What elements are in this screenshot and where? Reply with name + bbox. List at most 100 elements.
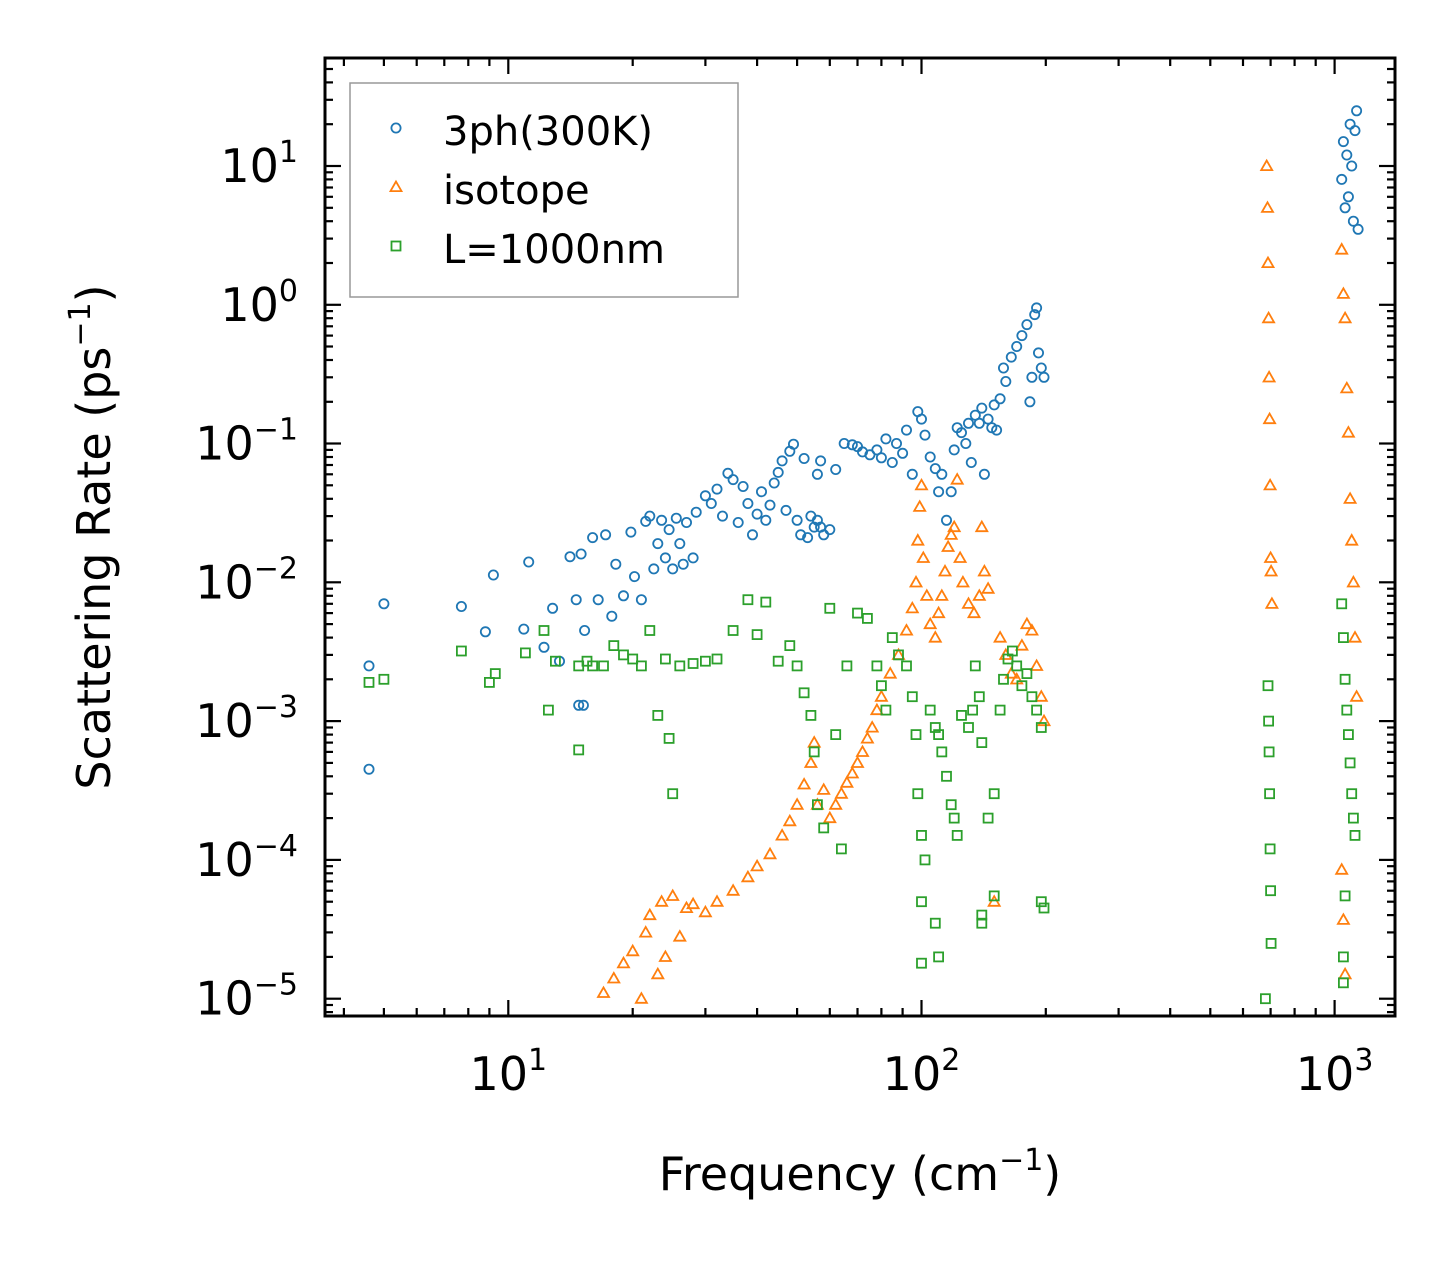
data-point — [961, 596, 976, 609]
data-point — [928, 630, 943, 643]
data-point — [919, 854, 931, 866]
data-point — [845, 766, 860, 779]
data-point — [674, 538, 686, 550]
data-point — [1336, 912, 1351, 925]
data-point — [363, 677, 375, 688]
data-point — [808, 746, 820, 758]
data-point — [648, 563, 660, 575]
data-point — [830, 463, 842, 475]
data-point — [841, 660, 853, 672]
data-point — [772, 655, 784, 667]
data-point — [933, 951, 944, 963]
data-point — [644, 625, 656, 636]
data-point — [726, 883, 741, 896]
data-point — [891, 437, 903, 449]
data-point — [1029, 658, 1044, 671]
data-point — [1029, 309, 1041, 321]
data-point — [1024, 396, 1036, 408]
data-point — [834, 786, 849, 799]
data-point — [1021, 668, 1033, 679]
data-point — [1348, 812, 1359, 824]
series-2 — [363, 594, 1361, 1005]
data-point — [760, 596, 772, 608]
data-point — [791, 514, 803, 526]
data-point — [772, 466, 784, 478]
legend-markers — [388, 122, 404, 252]
data-point — [650, 966, 665, 980]
data-point — [798, 687, 810, 699]
y-tick-label: 10−1 — [195, 413, 298, 471]
data-point — [596, 985, 611, 998]
data-point — [855, 744, 870, 757]
data-point — [906, 468, 918, 480]
data-point — [1338, 966, 1353, 980]
data-point — [378, 598, 390, 610]
data-point — [577, 699, 589, 711]
data-point — [862, 613, 873, 624]
data-point — [1337, 136, 1349, 148]
data-point — [1338, 632, 1349, 643]
data-point — [929, 722, 941, 733]
data-point — [687, 658, 699, 669]
data-point — [876, 680, 887, 692]
data-point — [1339, 673, 1351, 685]
data-point — [1264, 788, 1275, 800]
x-axis-title: Frequency (cm−1) — [659, 1143, 1062, 1201]
data-point — [698, 904, 713, 918]
data-point — [880, 433, 892, 445]
data-point — [618, 590, 630, 602]
data-point — [923, 616, 938, 630]
data-point — [811, 514, 823, 526]
data-point — [839, 775, 854, 788]
data-point — [1334, 862, 1349, 875]
data-point — [709, 894, 725, 907]
data-point — [916, 413, 928, 425]
data-point — [1033, 347, 1045, 359]
data-point — [945, 486, 957, 498]
data-point — [871, 660, 883, 672]
data-point — [811, 468, 823, 480]
y-axis-title: Scattering Rate (ps−1) — [63, 284, 121, 789]
data-point — [1021, 319, 1033, 331]
data-point — [654, 894, 669, 907]
data-point — [1346, 160, 1358, 172]
data-point — [483, 677, 495, 688]
data-point — [947, 519, 962, 533]
data-point — [976, 917, 988, 929]
data-point — [808, 521, 820, 533]
data-point — [1259, 158, 1274, 172]
data-point — [538, 625, 550, 636]
data-point — [838, 437, 850, 449]
data-point — [687, 552, 699, 564]
data-point — [874, 689, 889, 702]
data-point — [636, 660, 647, 672]
data-point — [908, 574, 924, 588]
data-point — [805, 710, 817, 721]
data-point — [1344, 757, 1356, 769]
data-point — [363, 660, 375, 672]
data-point — [993, 630, 1008, 643]
data-point — [934, 588, 949, 601]
data-point — [737, 480, 749, 492]
data-point — [1262, 369, 1277, 383]
data-point — [960, 437, 972, 449]
data-point — [905, 600, 920, 614]
data-point — [988, 890, 1000, 902]
data-point — [608, 640, 620, 651]
data-point — [1019, 616, 1034, 630]
data-point — [1262, 680, 1274, 692]
data-point — [824, 602, 836, 614]
data-point — [1264, 596, 1279, 609]
data-point — [573, 744, 585, 756]
data-point — [1036, 713, 1052, 727]
data-point — [916, 957, 927, 969]
data-point — [1260, 993, 1271, 1005]
data-point — [747, 529, 759, 541]
data-point — [807, 735, 822, 748]
data-point — [711, 483, 723, 495]
y-tick-label: 101 — [220, 135, 298, 193]
data-point — [573, 699, 585, 711]
data-point — [974, 519, 989, 533]
data-point — [893, 649, 904, 661]
data-point — [644, 510, 656, 522]
